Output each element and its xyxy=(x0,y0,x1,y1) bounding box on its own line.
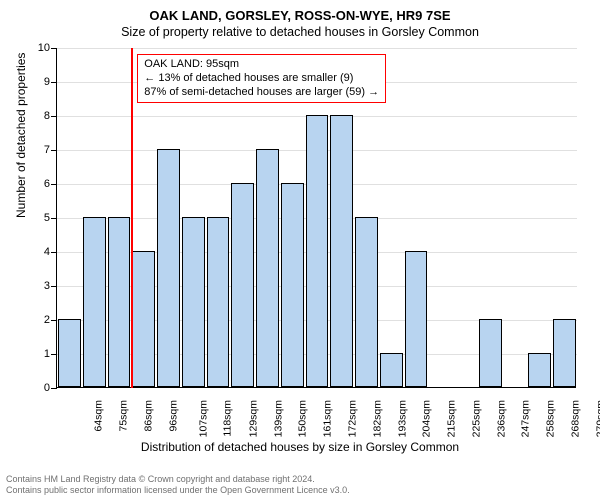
footer-line-1: Contains HM Land Registry data © Crown c… xyxy=(6,474,350,485)
y-tick xyxy=(51,82,57,83)
y-tick xyxy=(51,116,57,117)
x-tick-label: 193sqm xyxy=(396,400,408,437)
x-tick-label: 247sqm xyxy=(520,400,532,437)
x-tick-label: 118sqm xyxy=(222,400,234,437)
bar xyxy=(330,115,353,387)
y-tick-label: 0 xyxy=(44,382,50,394)
x-tick-label: 75sqm xyxy=(118,400,130,432)
y-tick xyxy=(51,184,57,185)
y-tick-label: 7 xyxy=(44,144,50,156)
y-tick xyxy=(51,218,57,219)
annotation-box: OAK LAND: 95sqm← 13% of detached houses … xyxy=(137,54,386,103)
bar xyxy=(256,149,279,387)
x-tick-label: 215sqm xyxy=(445,400,457,437)
y-tick-label: 5 xyxy=(44,212,50,224)
x-tick-label: 107sqm xyxy=(198,400,210,437)
y-tick xyxy=(51,48,57,49)
bar xyxy=(132,251,155,387)
y-tick xyxy=(51,320,57,321)
y-tick xyxy=(51,150,57,151)
bar xyxy=(405,251,428,387)
gridline xyxy=(57,48,577,49)
y-tick xyxy=(51,252,57,253)
x-tick-label: 236sqm xyxy=(495,400,507,437)
y-tick-label: 10 xyxy=(38,42,50,54)
y-axis-label: Number of detached properties xyxy=(14,53,28,218)
bar xyxy=(58,319,81,387)
x-tick-label: 225sqm xyxy=(470,400,482,437)
bar xyxy=(83,217,106,387)
footer-line-2: Contains public sector information licen… xyxy=(6,485,350,496)
x-tick-label: 172sqm xyxy=(346,400,358,437)
bar xyxy=(306,115,329,387)
x-tick-label: 64sqm xyxy=(93,400,105,432)
x-tick-label: 268sqm xyxy=(569,400,581,437)
x-tick-label: 96sqm xyxy=(167,400,179,432)
x-tick-label: 139sqm xyxy=(272,400,284,437)
y-tick-label: 4 xyxy=(44,246,50,258)
bar xyxy=(479,319,502,387)
y-tick-label: 8 xyxy=(44,110,50,122)
annotation-line: 87% of semi-detached houses are larger (… xyxy=(144,86,379,100)
y-tick xyxy=(51,286,57,287)
reference-line xyxy=(131,48,133,388)
y-tick-label: 3 xyxy=(44,280,50,292)
x-tick-label: 279sqm xyxy=(594,400,600,437)
x-tick-label: 182sqm xyxy=(371,400,383,437)
bar xyxy=(553,319,576,387)
footer-text: Contains HM Land Registry data © Crown c… xyxy=(6,474,350,496)
bar xyxy=(355,217,378,387)
bar xyxy=(231,183,254,387)
bar xyxy=(182,217,205,387)
bar xyxy=(528,353,551,387)
bar xyxy=(207,217,230,387)
x-axis-label: Distribution of detached houses by size … xyxy=(0,440,600,454)
y-tick xyxy=(51,354,57,355)
x-tick-label: 161sqm xyxy=(322,400,334,437)
bar xyxy=(281,183,304,387)
chart-title: OAK LAND, GORSLEY, ROSS-ON-WYE, HR9 7SE xyxy=(0,0,600,23)
x-tick-label: 86sqm xyxy=(142,400,154,432)
bar xyxy=(157,149,180,387)
y-tick-label: 9 xyxy=(44,76,50,88)
chart-subtitle: Size of property relative to detached ho… xyxy=(0,23,600,39)
y-tick xyxy=(51,388,57,389)
x-tick-label: 204sqm xyxy=(421,400,433,437)
x-tick-label: 258sqm xyxy=(544,400,556,437)
annotation-line: OAK LAND: 95sqm xyxy=(144,58,379,72)
plot-area: 01234567891064sqm75sqm86sqm96sqm107sqm11… xyxy=(56,48,576,388)
annotation-line: ← 13% of detached houses are smaller (9) xyxy=(144,72,379,86)
y-tick-label: 2 xyxy=(44,314,50,326)
bar xyxy=(380,353,403,387)
y-tick-label: 1 xyxy=(44,348,50,360)
x-tick-label: 150sqm xyxy=(297,400,309,437)
bar xyxy=(108,217,131,387)
x-tick-label: 129sqm xyxy=(247,400,259,437)
y-tick-label: 6 xyxy=(44,178,50,190)
chart-container: OAK LAND, GORSLEY, ROSS-ON-WYE, HR9 7SE … xyxy=(0,0,600,500)
